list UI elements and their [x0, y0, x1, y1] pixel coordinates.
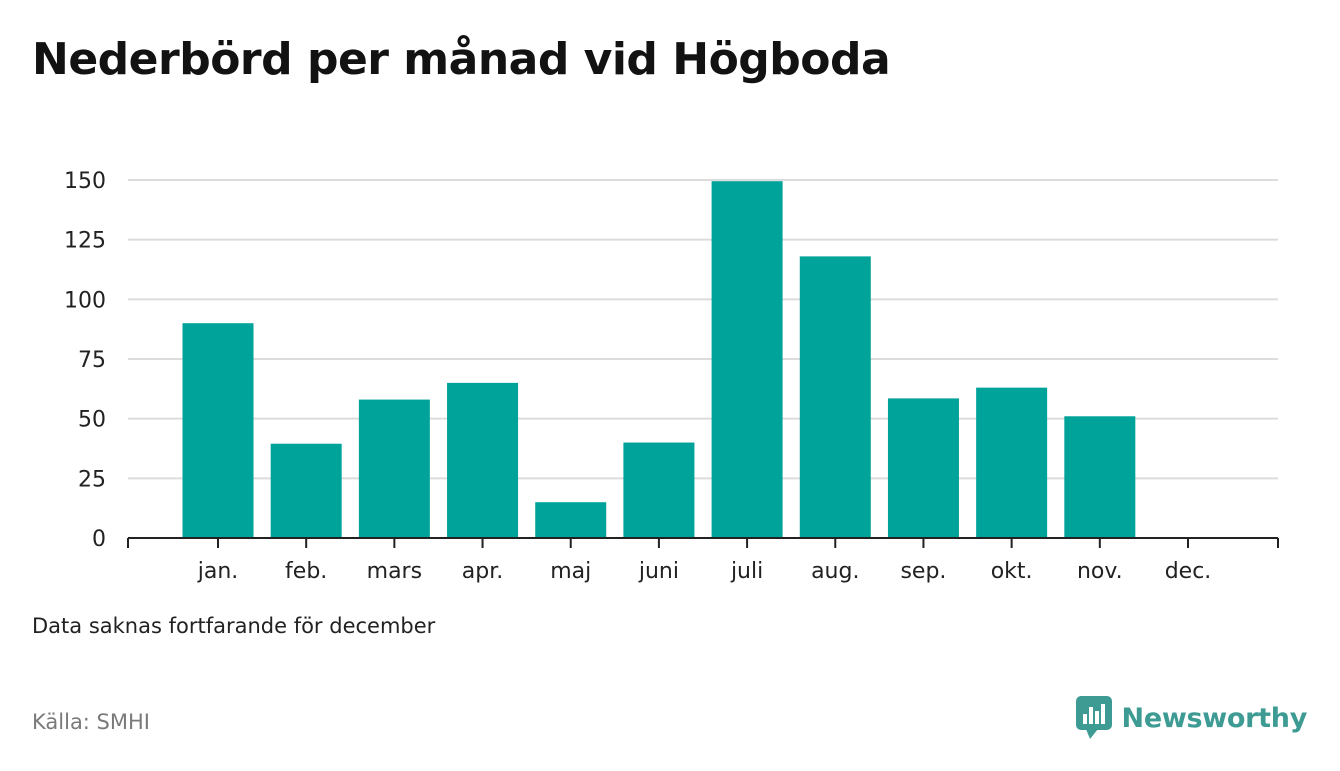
y-tick-label: 25: [78, 467, 106, 492]
bar-6: [711, 181, 783, 538]
x-tick-label: feb.: [285, 559, 327, 584]
chart-note: Data saknas fortfarande för december: [32, 614, 436, 638]
x-tick-label: maj: [550, 559, 591, 584]
newsworthy-logo-icon: [1075, 696, 1112, 739]
bar-2: [358, 399, 430, 538]
y-axis-tick-labels: 0 25 50 75 100 125 150: [64, 169, 106, 552]
bars: [182, 181, 1136, 538]
bar-10: [1064, 416, 1136, 538]
y-tick-label: 0: [92, 527, 106, 552]
x-tick-label: dec.: [1165, 559, 1212, 584]
brand-logo[interactable]: Newsworthy: [1075, 696, 1308, 740]
x-tick-label: nov.: [1077, 559, 1123, 584]
x-tick-label: jan.: [197, 559, 239, 584]
source-label: Källa: SMHI: [32, 710, 150, 734]
x-axis: [127, 537, 1279, 548]
x-tick-label: mars: [367, 559, 422, 584]
x-tick-label: apr.: [462, 559, 503, 584]
x-tick-label: okt.: [991, 559, 1033, 584]
y-tick-label: 125: [64, 229, 106, 254]
bar-4: [535, 502, 607, 538]
y-tick-label: 100: [64, 288, 106, 313]
y-tick-label: 150: [64, 169, 106, 194]
bar-5: [623, 442, 695, 538]
bar-1: [270, 443, 342, 538]
bar-9: [976, 387, 1048, 538]
x-tick-label: juni: [638, 559, 679, 584]
bar-7: [799, 256, 871, 538]
bar-0: [182, 323, 254, 538]
y-tick-label: 75: [78, 348, 106, 373]
x-tick-label: aug.: [811, 559, 859, 584]
bar-8: [887, 398, 959, 538]
x-tick-label: sep.: [900, 559, 946, 584]
brand-name: Newsworthy: [1121, 702, 1308, 734]
chart-title: Nederbörd per månad vid Högboda: [32, 34, 891, 85]
y-tick-label: 50: [78, 408, 106, 433]
bar-3: [447, 382, 519, 538]
x-tick-label: juli: [730, 559, 763, 584]
x-axis-tick-labels: jan. feb. mars apr. maj juni juli aug. sep. okt. n…: [197, 559, 1212, 584]
